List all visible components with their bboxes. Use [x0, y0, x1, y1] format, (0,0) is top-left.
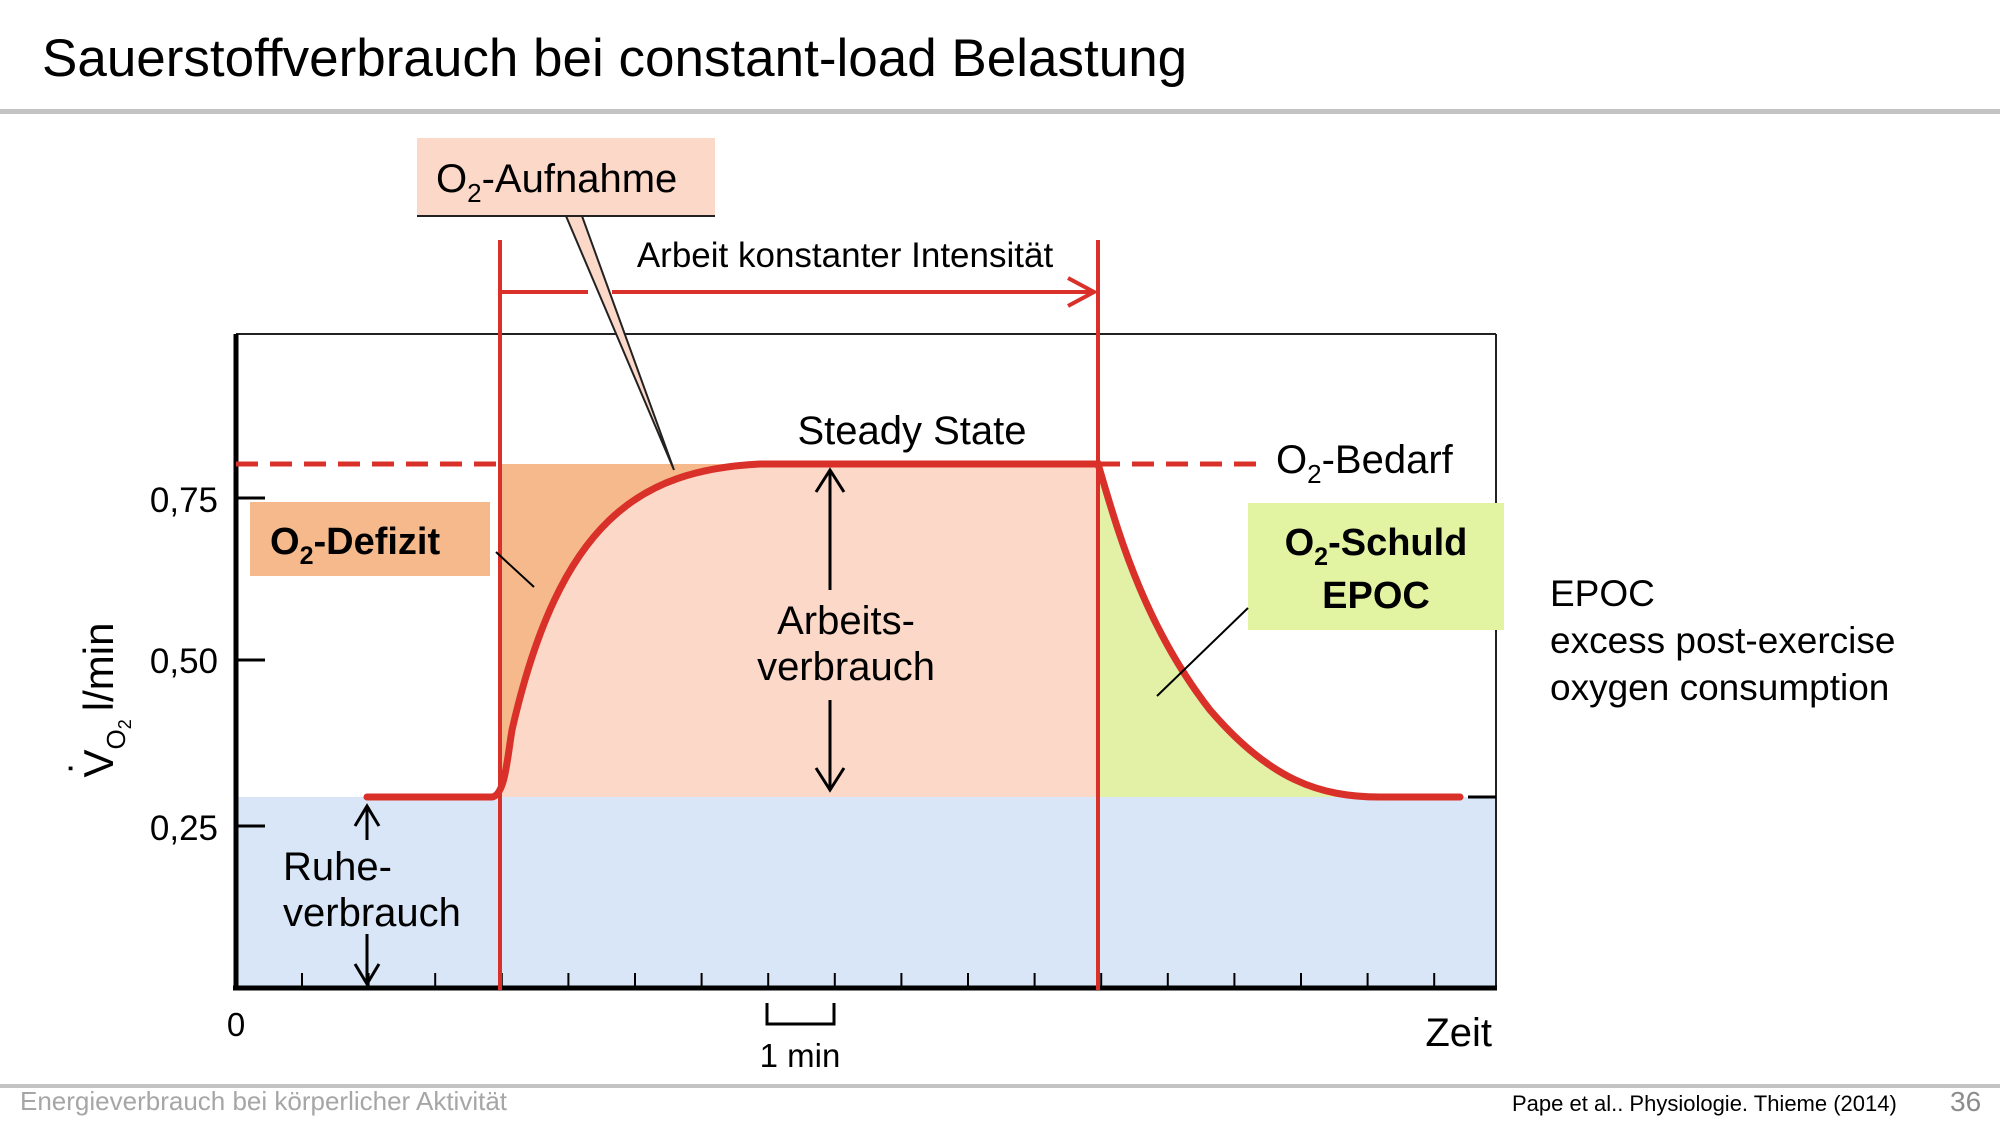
o2-defizit-label-bg — [250, 502, 490, 576]
epoc-note-line2: excess post-exercise — [1550, 620, 1896, 661]
page-number: 36 — [1950, 1086, 1982, 1117]
epoc-label: EPOC — [1322, 575, 1430, 617]
epoc-note-line1: EPOC — [1550, 573, 1655, 614]
o2-schuld-area — [1098, 464, 1380, 797]
o2-bedarf-label: O2-Bedarf — [1276, 438, 1454, 489]
scale-bar-label: 1 min — [760, 1037, 841, 1074]
title-divider — [0, 109, 2000, 114]
x-axis-ticks — [301, 973, 1436, 988]
y-axis-label: VO2 l/min · — [55, 623, 135, 778]
y-axis-sub-2: 2 — [115, 719, 135, 729]
y-axis-unit: l/min — [75, 623, 122, 712]
steady-state-label: Steady State — [797, 409, 1026, 453]
scale-bar — [765, 1003, 836, 1026]
y-axis-sub-o: O — [101, 729, 131, 749]
arbeit-label: Arbeit konstanter Intensität — [637, 236, 1054, 275]
ruheverbrauch-arrowhead-up-icon — [353, 803, 381, 827]
o2-defizit-label: O2-Defizit — [270, 521, 440, 570]
o2-defizit-area — [500, 464, 760, 797]
arbeitsverbrauch-label-line2: verbrauch — [757, 645, 935, 689]
epoc-explanation: EPOC excess post-exercise oxygen consump… — [1550, 570, 1895, 711]
arbeitsverbrauch-label-line1: Arbeits- — [777, 599, 915, 643]
ruheverbrauch-arrowhead-down-icon — [353, 963, 381, 987]
footer-topic: Energieverbrauch bei körperlicher Aktivi… — [20, 1086, 508, 1116]
v-dot-icon: · — [55, 763, 85, 772]
epoc-note-line3: oxygen consumption — [1550, 667, 1890, 708]
y-tick-label-050: 0,50 — [150, 642, 218, 681]
y-axis-v: V — [75, 749, 122, 777]
origin-label: 0 — [227, 1006, 245, 1043]
ruheverbrauch-label-line2: verbrauch — [283, 891, 461, 935]
o2-aufnahme-pointer — [564, 215, 675, 471]
o2-schuld-pointer — [1156, 607, 1249, 697]
o2-schuld-label: O2-Schuld — [1285, 522, 1468, 571]
o2-aufnahme-label-bg — [417, 138, 715, 216]
ruheverbrauch-label-line1: Ruhe- — [283, 845, 392, 889]
footer-divider — [0, 1084, 2000, 1088]
o2-uptake-curve — [363, 460, 1464, 801]
x-axis-label: Zeit — [1425, 1011, 1492, 1055]
svg-text:VO2l/min: VO2 l/min — [75, 623, 135, 778]
y-tick-label-075: 0,75 — [150, 481, 218, 520]
o2-defizit-pointer — [495, 551, 535, 588]
work-duration-arrowhead-icon — [1067, 276, 1099, 308]
source-citation: Pape et al.. Physiologie. Thieme (2014) — [1512, 1091, 1897, 1116]
o2-aufnahme-label: O2-Aufnahme — [436, 157, 677, 208]
ruheverbrauch-area — [236, 797, 1496, 988]
arbeitsverbrauch-arrowhead-up-icon — [814, 467, 846, 493]
slide-title: Sauerstoffverbrauch bei constant-load Be… — [42, 29, 1188, 88]
y-tick-label-025: 0,25 — [150, 809, 218, 848]
arbeitsverbrauch-arrowhead-down-icon — [814, 767, 846, 793]
arbeitsverbrauch-area — [500, 464, 1098, 797]
o2-schuld-label-bg — [1248, 503, 1504, 630]
